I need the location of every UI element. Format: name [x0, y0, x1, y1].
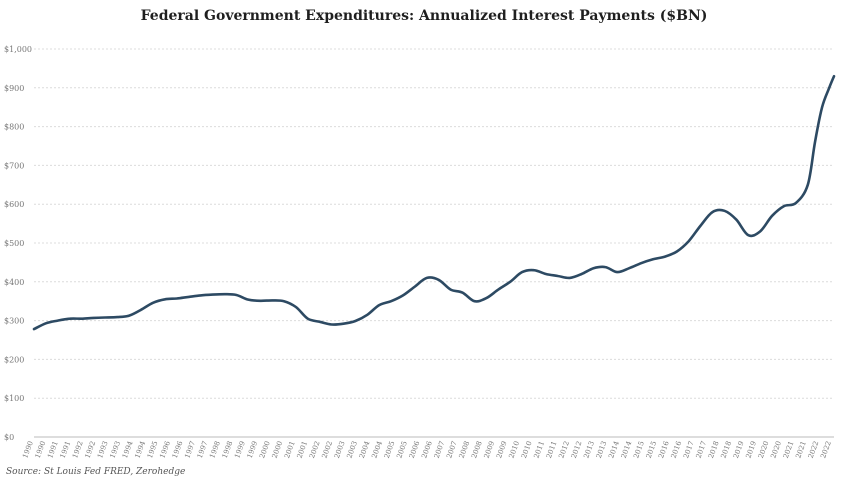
y-tick-label: $200 — [4, 355, 24, 364]
y-tick-label: $700 — [4, 161, 24, 170]
y-tick-label: $300 — [4, 317, 24, 326]
gridlines — [34, 48, 834, 438]
y-tick-label: $500 — [4, 239, 24, 248]
y-axis-tick-labels: $0 $100 $200 $300 $400 $500 $600 $700 $800 $900 $1… — [4, 45, 32, 442]
x-tick-label: 2022 — [819, 440, 833, 459]
y-tick-label: $1,000 — [4, 45, 32, 54]
y-tick-label: $400 — [4, 278, 24, 287]
chart-title: Federal Government Expenditures: Annuali… — [140, 8, 708, 24]
x-axis-tick-labels: 1990199019911991199219921993199319941994… — [21, 439, 833, 459]
y-tick-label: $900 — [4, 84, 24, 93]
y-tick-label: $800 — [4, 123, 24, 132]
y-tick-label: $600 — [4, 200, 24, 209]
source-note: Source: St Louis Fed FRED, Zerohedge — [6, 467, 186, 477]
series-line-interest-payments — [32, 74, 836, 331]
y-tick-label: $100 — [4, 394, 24, 403]
y-tick-label: $0 — [4, 433, 14, 442]
